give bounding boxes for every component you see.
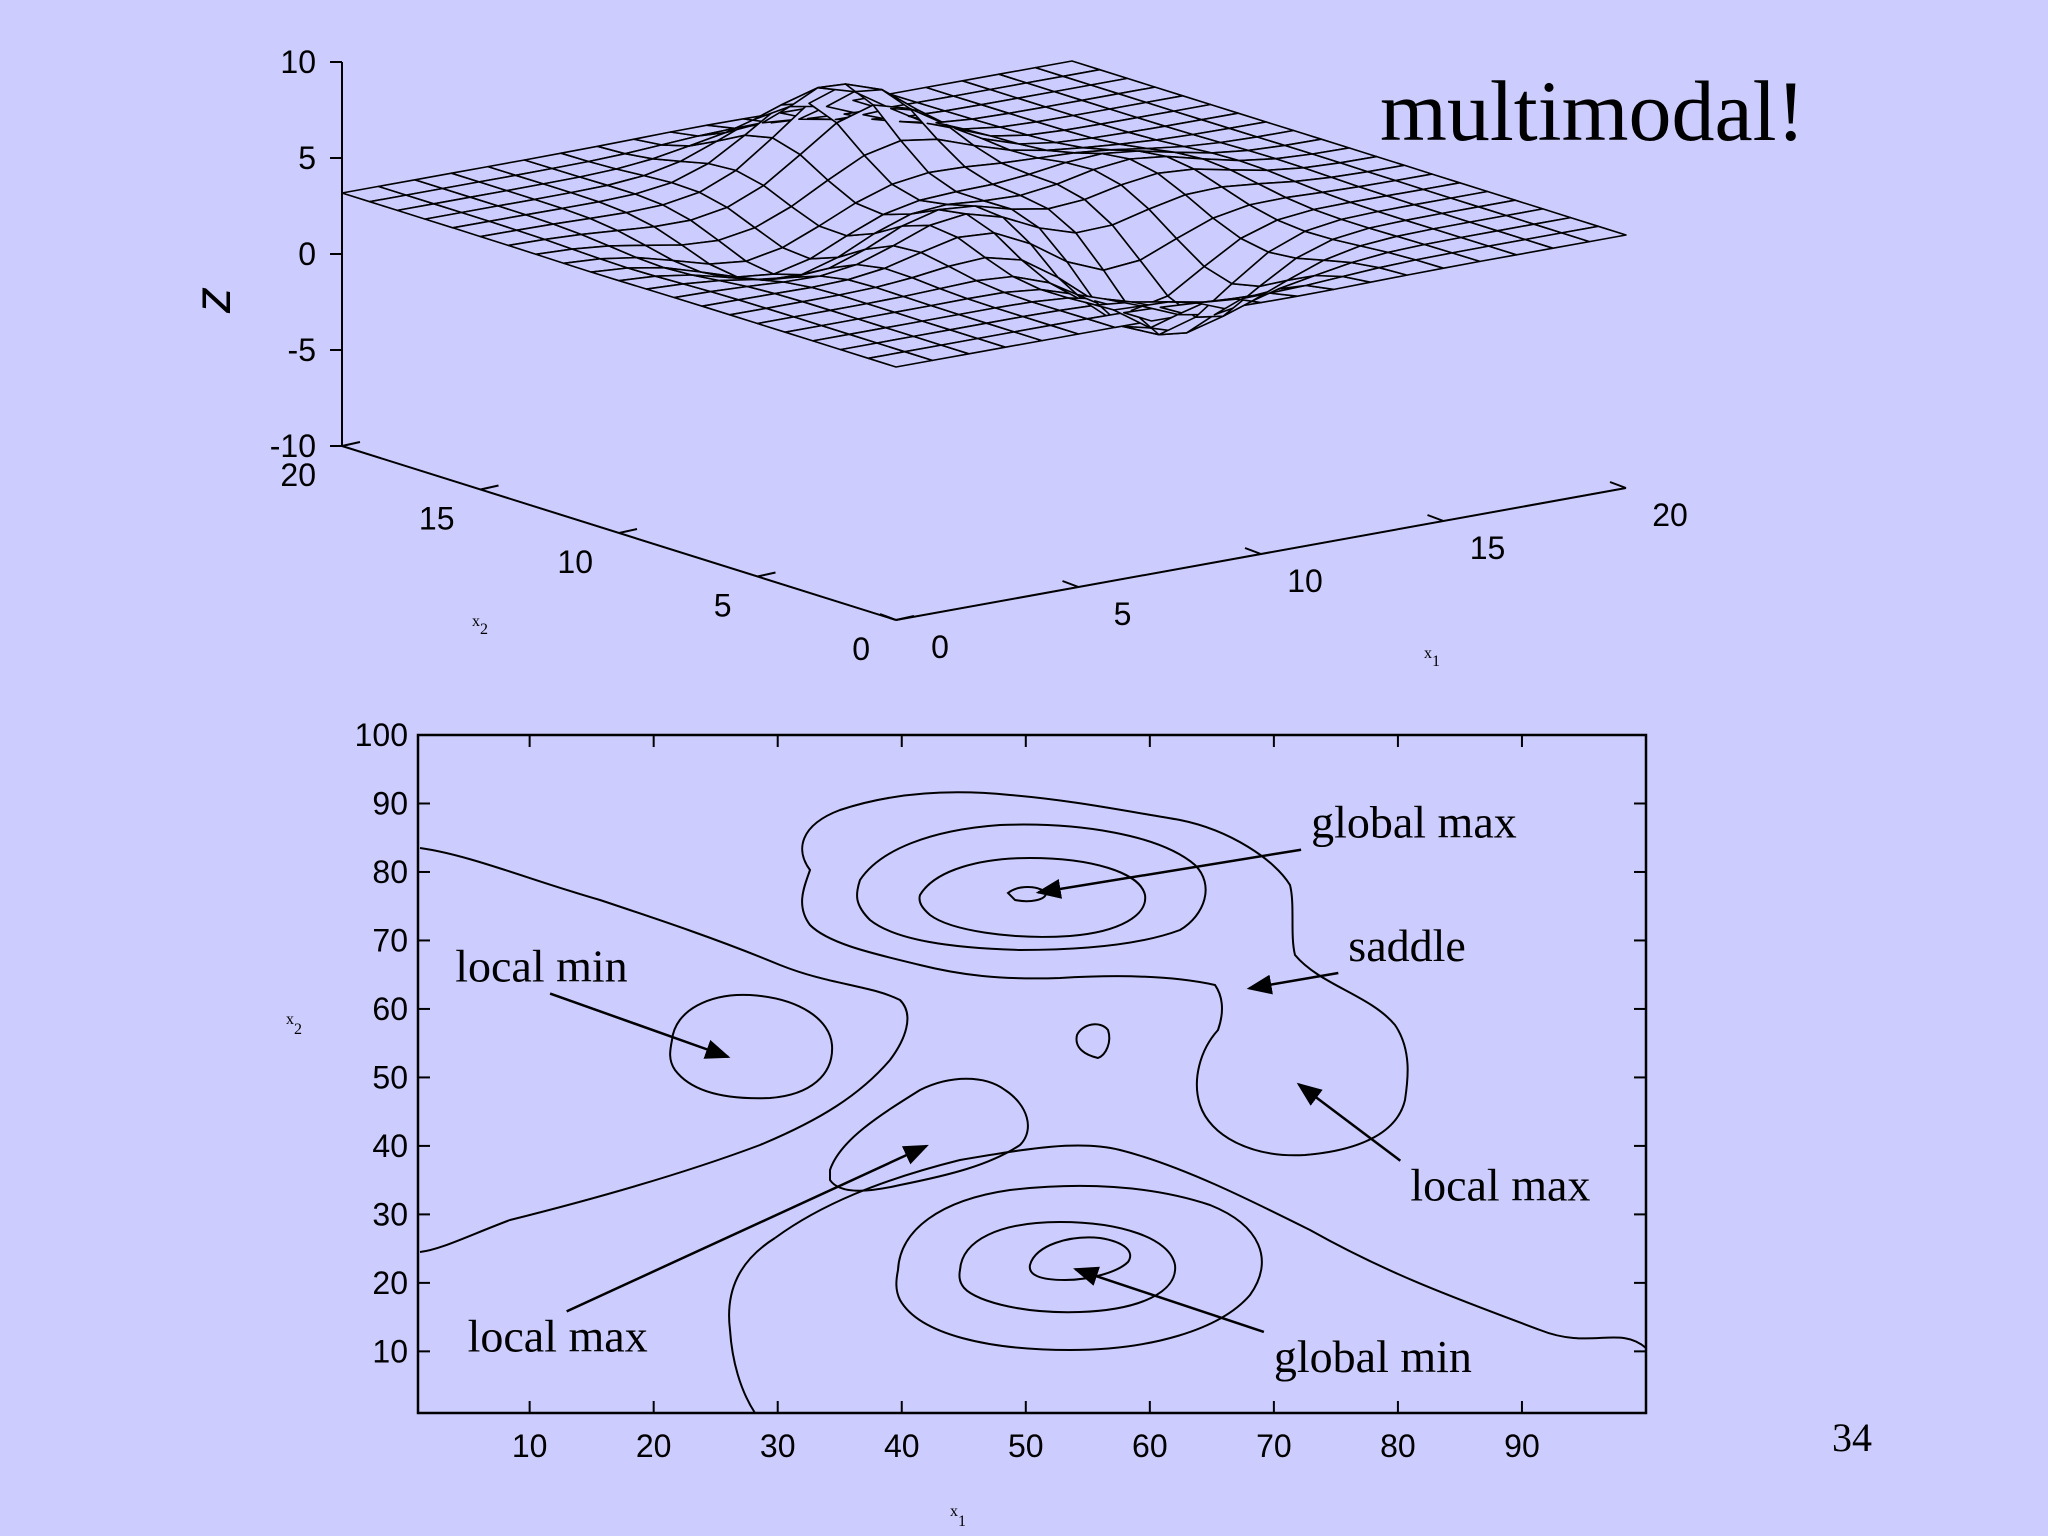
contour-x-tick-label: 70 (1256, 1428, 1292, 1464)
contour-y-axis-label: x2 (286, 1011, 302, 1038)
contour-x-tick-label: 50 (1008, 1428, 1044, 1464)
contour-x-label-sub: 1 (958, 1513, 966, 1530)
contour-path (1075, 1023, 1111, 1060)
x2-tick-mark (618, 528, 638, 534)
x1-axis-label-main: x (1424, 645, 1432, 662)
z-tick-label: 10 (280, 44, 316, 80)
contour-path (774, 1144, 1647, 1349)
x2-tick-label: 20 (280, 457, 316, 493)
surface-cell (1561, 225, 1627, 243)
contour-lines (419, 791, 1647, 1414)
contour-y-tick-label: 20 (372, 1265, 408, 1301)
contour-y-label-main: x (286, 1011, 294, 1028)
contour-x-tick-label: 20 (636, 1428, 672, 1464)
contour-y-tick-label: 60 (372, 991, 408, 1027)
contour-x-tick-label: 60 (1132, 1428, 1168, 1464)
contour-y-label-sub: 2 (294, 1021, 302, 1038)
contour-path (829, 1077, 1029, 1192)
annotation-arrow (1246, 971, 1339, 995)
annotation-arrow (1073, 1266, 1265, 1334)
contour-x-tick-label: 90 (1504, 1428, 1540, 1464)
contour-x-tick-label: 80 (1380, 1428, 1416, 1464)
x1-tick-label: 5 (1114, 596, 1132, 632)
x1-tick-label: 10 (1287, 563, 1323, 599)
x1-tick-label: 0 (931, 629, 949, 665)
contour-path (958, 1220, 1177, 1314)
contour-y-tick-label: 70 (372, 922, 408, 958)
contour-path (419, 847, 909, 1253)
x1-tick-mark (879, 613, 897, 621)
annotation-arrow (549, 992, 731, 1059)
contour-y-tick-label: 100 (355, 717, 408, 753)
x1-tick-mark (1244, 547, 1262, 555)
page-number: 34 (1832, 1415, 1872, 1460)
annotation-label: global min (1274, 1331, 1472, 1382)
contour-path (1028, 1236, 1132, 1282)
contour-path (728, 1237, 776, 1414)
x1-tick-label: 20 (1652, 497, 1688, 533)
z-tick-label: 5 (298, 140, 316, 176)
x2-tick-label: 10 (557, 544, 593, 580)
x2-tick-mark (757, 571, 776, 578)
x2-tick-mark (341, 441, 361, 447)
contour-path (856, 823, 1207, 952)
contour-path (895, 1184, 1263, 1352)
contour-y-tick-label: 30 (372, 1196, 408, 1232)
annotation-label: global max (1311, 797, 1517, 848)
contour-x-tick-label: 10 (512, 1428, 548, 1464)
annotation-label: local min (455, 941, 627, 992)
contour-x-tick-label: 40 (884, 1428, 920, 1464)
x2-tick-label: 0 (852, 631, 870, 667)
x1-axis-label-sub: 1 (1432, 653, 1440, 670)
contour-annotations: global max saddle local min local max local … (455, 797, 1590, 1382)
x1-tick-mark (1062, 580, 1079, 588)
contour-path (801, 791, 1409, 1157)
annotation-arrow (1296, 1082, 1402, 1162)
x1-tick-label: 15 (1470, 530, 1506, 566)
annotation-arrow (1035, 848, 1302, 899)
contour-ticks: 10 20 30 40 50 60 70 80 90 10 20 30 40 50 60 70 80 90 100 (355, 717, 1646, 1464)
annotation-label: local max (1410, 1160, 1590, 1211)
z-axis-label: z (184, 287, 242, 314)
z-tick-label: 0 (298, 236, 316, 272)
contour-path (918, 856, 1147, 938)
surface-mesh (341, 60, 1627, 368)
contour-path (669, 993, 834, 1100)
x2-tick-mark (895, 615, 915, 621)
x2-axis-label-main: x (472, 613, 480, 630)
surface-ticks: 10 5 0 -5 -10 0 5 10 15 20 0 5 10 15 20 (270, 44, 1688, 667)
contour-y-tick-label: 90 (372, 785, 408, 821)
x2-axis-label: x2 (472, 613, 488, 638)
contour-frame (416, 733, 1648, 1415)
x1-tick-mark (1427, 514, 1444, 522)
contour-y-tick-label: 10 (372, 1333, 408, 1369)
x2-tick-label: 15 (419, 501, 455, 537)
contour-y-tick-label: 80 (372, 854, 408, 890)
z-tick-label: -5 (288, 332, 316, 368)
x2-tick-label: 5 (714, 588, 732, 624)
contour-path (1006, 886, 1048, 903)
x1-axis-label: x1 (1424, 645, 1440, 670)
x2-tick-mark (480, 484, 499, 491)
contour-y-tick-label: 50 (372, 1059, 408, 1095)
slide-title: multimodal! (1380, 63, 1806, 159)
contour-y-tick-label: 40 (372, 1128, 408, 1164)
x2-axis-label-sub: 2 (480, 621, 488, 638)
contour-x-axis-label: x1 (950, 1503, 966, 1530)
annotation-arrow (566, 1144, 929, 1313)
annotation-label: saddle (1348, 920, 1466, 971)
z-tick-label: -10 (270, 428, 316, 464)
x1-tick-mark (1609, 481, 1627, 489)
contour-x-tick-label: 30 (760, 1428, 796, 1464)
annotation-label: local max (468, 1310, 648, 1361)
contour-x-label-main: x (950, 1503, 958, 1520)
